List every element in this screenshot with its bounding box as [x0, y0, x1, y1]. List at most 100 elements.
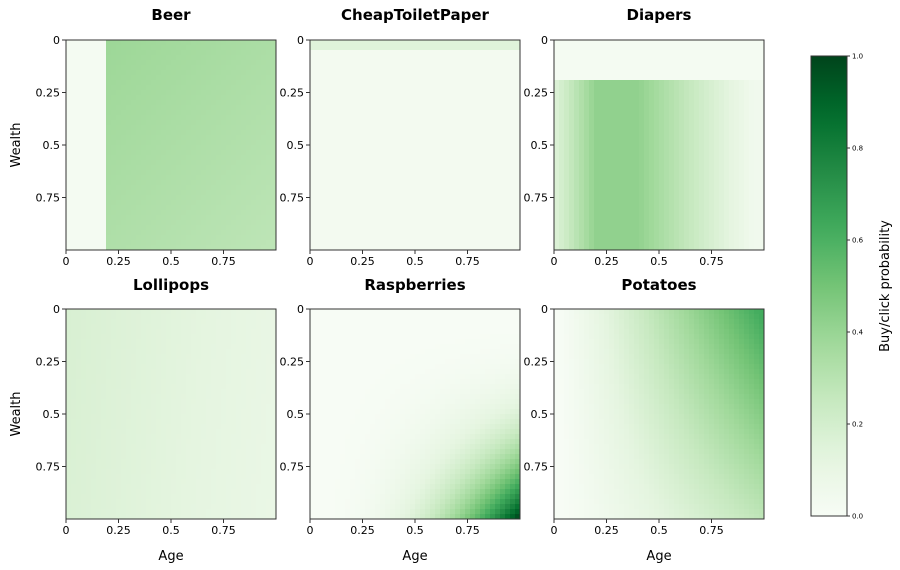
heat-cell — [181, 185, 187, 191]
heat-cell — [400, 215, 406, 221]
heat-cell — [181, 100, 187, 106]
heat-cell — [375, 155, 381, 161]
heat-cell — [734, 145, 740, 151]
heat-cell — [206, 135, 212, 141]
heat-cell — [495, 100, 501, 106]
heat-cell — [216, 70, 222, 76]
heat-cell — [181, 180, 187, 186]
heat-cell — [629, 195, 635, 201]
heat-cell — [664, 150, 670, 156]
heat-cell — [410, 95, 416, 101]
heat-cell — [360, 155, 366, 161]
heat-cell — [415, 120, 421, 126]
heat-cell — [256, 195, 262, 201]
heat-cell — [271, 190, 277, 196]
heat-cell — [151, 90, 157, 96]
heat-cell — [146, 150, 152, 156]
heat-cell — [241, 235, 247, 241]
heat-cell — [226, 55, 232, 61]
heat-cell — [81, 40, 87, 46]
heat-cell — [500, 235, 506, 241]
heat-cell — [330, 115, 336, 121]
heat-cell — [266, 75, 272, 81]
heat-cell — [345, 70, 351, 76]
heat-cell — [724, 70, 730, 76]
heat-cell — [246, 60, 252, 66]
heat-cell — [206, 215, 212, 221]
heat-cell — [594, 165, 600, 171]
heat-cell — [739, 125, 745, 131]
heat-cell — [345, 40, 351, 46]
heat-cell — [659, 80, 665, 86]
heat-cell — [699, 110, 705, 116]
heat-cell — [674, 60, 680, 66]
heat-cell — [141, 90, 147, 96]
heat-cell — [171, 55, 177, 61]
heat-cell — [744, 185, 750, 191]
heat-cell — [470, 190, 476, 196]
heat-cell — [659, 125, 665, 131]
heat-cell — [335, 215, 341, 221]
heat-cell — [470, 165, 476, 171]
heat-cell — [146, 95, 152, 101]
heat-cell — [71, 130, 77, 136]
heat-cell — [201, 60, 207, 66]
heat-cell — [101, 40, 107, 46]
heat-cell — [256, 85, 262, 91]
heat-cell — [380, 200, 386, 206]
heat-cell — [176, 130, 182, 136]
heat-cell — [440, 135, 446, 141]
heat-cell — [460, 40, 466, 46]
heat-cell — [221, 190, 227, 196]
heat-cell — [430, 125, 436, 131]
heat-cell — [375, 240, 381, 246]
heat-cell — [400, 190, 406, 196]
heat-cell — [425, 175, 431, 181]
heat-cell — [634, 175, 640, 181]
heat-cell — [136, 110, 142, 116]
heat-cell — [136, 140, 142, 146]
heat-cell — [729, 190, 735, 196]
heat-cell — [196, 200, 202, 206]
heat-cell — [739, 55, 745, 61]
heat-cell — [699, 200, 705, 206]
heat-cell — [136, 75, 142, 81]
heat-cell — [121, 225, 127, 231]
heat-cell — [161, 140, 167, 146]
heat-cell — [71, 230, 77, 236]
heat-cell — [340, 220, 346, 226]
heat-cell — [729, 145, 735, 151]
heat-cell — [151, 220, 157, 226]
heat-cell — [480, 205, 486, 211]
heat-cell — [106, 80, 112, 86]
heat-cell — [684, 45, 690, 51]
heat-cell — [759, 155, 765, 161]
heat-cell — [261, 245, 267, 251]
heat-cell — [754, 135, 760, 141]
heat-cell — [619, 110, 625, 116]
heat-cell — [141, 55, 147, 61]
heat-cell — [589, 125, 595, 131]
heat-cell — [734, 125, 740, 131]
heat-cell — [460, 235, 466, 241]
heat-cell — [754, 75, 760, 81]
heat-cell — [345, 190, 351, 196]
heat-cell — [71, 225, 77, 231]
heat-cell — [106, 60, 112, 66]
heat-cell — [315, 170, 321, 176]
heat-cell — [211, 180, 217, 186]
heat-cell — [634, 95, 640, 101]
heat-cell — [395, 55, 401, 61]
heat-cell — [759, 115, 765, 121]
heat-cell — [594, 60, 600, 66]
heat-cell — [111, 190, 117, 196]
heat-cell — [455, 45, 461, 51]
heat-cell — [659, 50, 665, 56]
heat-cell — [330, 185, 336, 191]
heat-cell — [106, 75, 112, 81]
heat-cell — [754, 145, 760, 151]
heat-cell — [724, 185, 730, 191]
heat-cell — [320, 120, 326, 126]
heat-cell — [709, 75, 715, 81]
heat-cell — [729, 55, 735, 61]
